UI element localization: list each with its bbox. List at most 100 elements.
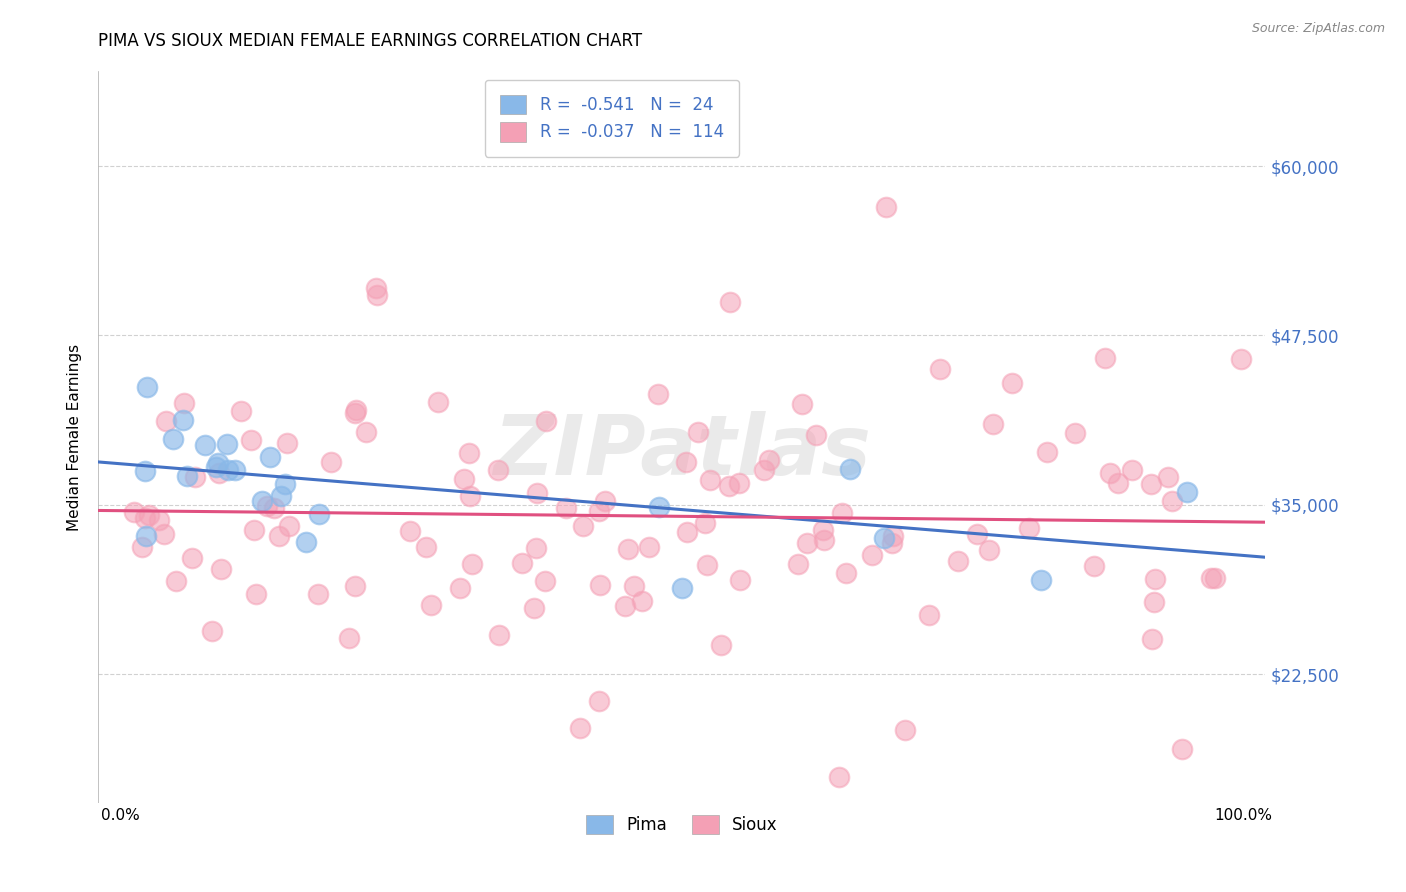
Point bbox=[122, 505, 145, 519]
Point bbox=[1157, 470, 1180, 484]
Point bbox=[269, 528, 291, 542]
Point bbox=[946, 554, 969, 568]
Point bbox=[155, 414, 177, 428]
Point bbox=[1001, 376, 1024, 390]
Point bbox=[366, 288, 388, 302]
Point bbox=[588, 694, 610, 708]
Point bbox=[256, 499, 278, 513]
Point bbox=[1143, 594, 1166, 608]
Legend: Pima, Sioux: Pima, Sioux bbox=[571, 800, 793, 849]
Point bbox=[918, 608, 941, 623]
Point bbox=[510, 557, 533, 571]
Point bbox=[209, 561, 232, 575]
Point bbox=[675, 455, 697, 469]
Point bbox=[828, 770, 851, 784]
Point bbox=[319, 455, 342, 469]
Point bbox=[135, 380, 157, 394]
Point bbox=[1108, 476, 1130, 491]
Point bbox=[207, 456, 229, 470]
Point bbox=[138, 508, 160, 523]
Point bbox=[554, 501, 576, 516]
Point bbox=[307, 587, 329, 601]
Point bbox=[533, 574, 555, 588]
Point bbox=[588, 504, 610, 518]
Point bbox=[758, 453, 780, 467]
Point bbox=[344, 578, 367, 592]
Point bbox=[270, 489, 292, 503]
Point bbox=[173, 396, 195, 410]
Point bbox=[308, 508, 330, 522]
Point bbox=[245, 587, 267, 601]
Point bbox=[1140, 476, 1163, 491]
Point bbox=[224, 463, 246, 477]
Point bbox=[242, 523, 264, 537]
Point bbox=[134, 465, 156, 479]
Point bbox=[274, 476, 297, 491]
Point bbox=[569, 721, 592, 735]
Point bbox=[131, 540, 153, 554]
Point bbox=[259, 450, 281, 464]
Point bbox=[458, 445, 481, 459]
Point bbox=[460, 489, 482, 503]
Point bbox=[718, 294, 741, 309]
Point bbox=[1143, 573, 1166, 587]
Point bbox=[172, 413, 194, 427]
Point bbox=[534, 414, 557, 428]
Point bbox=[699, 473, 721, 487]
Point bbox=[250, 493, 273, 508]
Point bbox=[1171, 741, 1194, 756]
Point bbox=[1064, 426, 1087, 441]
Text: Source: ZipAtlas.com: Source: ZipAtlas.com bbox=[1251, 22, 1385, 36]
Point bbox=[153, 527, 176, 541]
Point bbox=[572, 518, 595, 533]
Point bbox=[162, 433, 184, 447]
Point bbox=[1083, 559, 1105, 574]
Point bbox=[1094, 351, 1116, 366]
Point bbox=[718, 479, 741, 493]
Point bbox=[754, 463, 776, 477]
Point bbox=[1140, 632, 1163, 647]
Point bbox=[398, 524, 420, 538]
Point bbox=[276, 436, 298, 450]
Point bbox=[165, 574, 187, 588]
Point bbox=[831, 506, 853, 520]
Point bbox=[453, 472, 475, 486]
Point bbox=[786, 557, 808, 571]
Point bbox=[344, 403, 367, 417]
Point bbox=[526, 486, 548, 500]
Point bbox=[354, 425, 377, 440]
Point bbox=[676, 524, 699, 539]
Point bbox=[181, 550, 204, 565]
Point bbox=[648, 500, 671, 515]
Point bbox=[839, 462, 862, 476]
Point bbox=[1036, 444, 1059, 458]
Point bbox=[688, 425, 710, 440]
Point bbox=[966, 526, 988, 541]
Point bbox=[593, 493, 616, 508]
Point bbox=[981, 417, 1004, 431]
Point bbox=[835, 566, 858, 580]
Point bbox=[229, 404, 252, 418]
Point bbox=[488, 627, 510, 641]
Point bbox=[176, 468, 198, 483]
Point bbox=[523, 601, 546, 615]
Point bbox=[201, 624, 224, 639]
Point bbox=[486, 463, 509, 477]
Point bbox=[880, 535, 903, 549]
Point bbox=[811, 524, 834, 538]
Point bbox=[1018, 521, 1040, 535]
Point bbox=[929, 362, 952, 376]
Point bbox=[894, 723, 917, 737]
Point bbox=[1204, 571, 1226, 585]
Point bbox=[637, 540, 659, 554]
Point bbox=[217, 463, 239, 477]
Point bbox=[873, 531, 896, 545]
Point bbox=[263, 500, 285, 515]
Point bbox=[415, 541, 437, 555]
Point bbox=[217, 436, 239, 450]
Point bbox=[1161, 493, 1184, 508]
Point bbox=[524, 541, 547, 556]
Point bbox=[671, 581, 693, 595]
Point bbox=[419, 598, 441, 612]
Point bbox=[977, 542, 1000, 557]
